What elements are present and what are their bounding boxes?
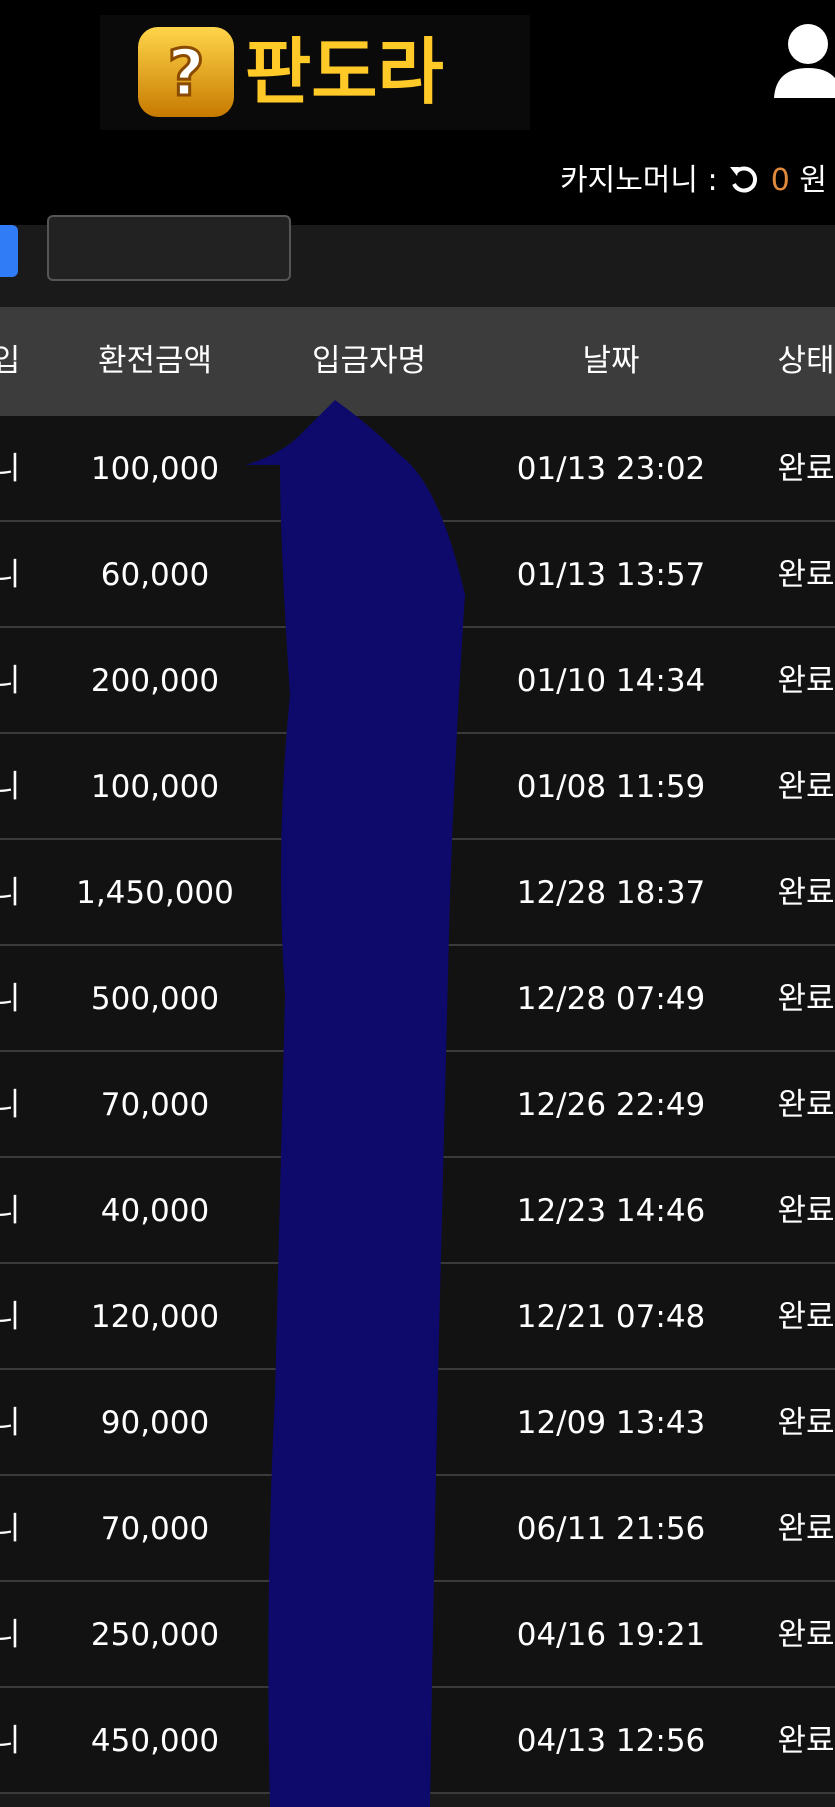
- cell-date: 12/26 22:49: [516, 1087, 706, 1123]
- cell-status: 완료: [777, 451, 835, 487]
- cell-amount: 500,000: [90, 981, 220, 1017]
- logo-text: 판도라: [245, 30, 444, 114]
- tab-button[interactable]: [47, 215, 291, 281]
- refresh-icon[interactable]: [727, 164, 761, 194]
- cell-amount: 450,000: [90, 1723, 220, 1759]
- cell-amount: 100,000: [90, 769, 220, 805]
- cell-amount: 90,000: [100, 1405, 210, 1441]
- currency: 원: [799, 163, 827, 198]
- cell-type: 니: [0, 1299, 21, 1335]
- cell-type: 니: [0, 1723, 21, 1759]
- logo-question: ?: [166, 36, 206, 113]
- table-row: 니 100,000 01/13 23:02 완료: [0, 416, 835, 522]
- cell-type: 니: [0, 1511, 21, 1547]
- cell-date: 01/13 23:02: [516, 451, 706, 487]
- cell-status: 완료: [777, 1617, 835, 1653]
- column-header: 입금자명: [311, 343, 427, 379]
- money-label: 카지노머니 :: [560, 163, 718, 198]
- cell-date: 01/10 14:34: [516, 663, 706, 699]
- money-value: 0: [770, 163, 790, 198]
- cell-amount: 70,000: [100, 1087, 210, 1123]
- cell-type: 니: [0, 981, 21, 1017]
- cell-type: 니: [0, 1193, 21, 1229]
- cell-date: 12/28 07:49: [516, 981, 706, 1017]
- cell-type: 니: [0, 769, 21, 805]
- column-header: 날짜: [582, 343, 640, 379]
- cell-amount: 100,000: [90, 451, 220, 487]
- cell-amount: 1,450,000: [76, 875, 234, 911]
- cell-status: 완료: [777, 769, 835, 805]
- svg-text:?: ?: [167, 37, 204, 111]
- tab-button-active[interactable]: [0, 225, 18, 277]
- cell-amount: 120,000: [90, 1299, 220, 1335]
- cell-status: 완료: [777, 663, 835, 699]
- cell-amount: 200,000: [90, 663, 220, 699]
- cell-amount: 40,000: [100, 1193, 210, 1229]
- cell-date: 12/28 18:37: [516, 875, 706, 911]
- header: ? 판도라 카지노머니 : 0 원: [0, 0, 835, 225]
- cell-date: 04/16 19:21: [516, 1617, 706, 1653]
- cell-status: 완료: [777, 981, 835, 1017]
- cell-date: 01/08 11:59: [516, 769, 706, 805]
- cell-date: 04/13 12:56: [516, 1723, 706, 1759]
- cell-status: 완료: [777, 1299, 835, 1335]
- cell-type: 니: [0, 1617, 21, 1653]
- cell-status: 완료: [777, 1723, 835, 1759]
- cell-date: 12/09 13:43: [516, 1405, 706, 1441]
- cell-status: 완료: [777, 1511, 835, 1547]
- money-bar: 카지노머니 : 0 원: [560, 160, 827, 202]
- cell-type: 니: [0, 1087, 21, 1123]
- column-header: 상태: [777, 343, 835, 379]
- cell-date: 01/13 13:57: [516, 557, 706, 593]
- cell-date: 12/23 14:46: [516, 1193, 706, 1229]
- cell-type: 니: [0, 1405, 21, 1441]
- column-header: 환전금액: [97, 343, 213, 379]
- user-icon[interactable]: [770, 20, 835, 100]
- cell-status: 완료: [777, 1087, 835, 1123]
- cell-status: 완료: [777, 1193, 835, 1229]
- cell-type: 니: [0, 557, 21, 593]
- cell-amount: 60,000: [100, 557, 210, 593]
- cell-amount: 250,000: [90, 1617, 220, 1653]
- cell-date: 12/21 07:48: [516, 1299, 706, 1335]
- column-header: 입: [0, 343, 21, 379]
- tab-bar: [0, 215, 835, 307]
- cell-type: 니: [0, 451, 21, 487]
- redaction-scribble: [245, 400, 465, 1807]
- cell-status: 완료: [777, 557, 835, 593]
- table-header: 입 환전금액 입금자명 날짜 상태: [0, 307, 835, 416]
- cell-type: 니: [0, 663, 21, 699]
- cell-status: 완료: [777, 875, 835, 911]
- cell-date: 06/11 21:56: [516, 1511, 706, 1547]
- logo-area[interactable]: ? 판도라: [100, 15, 530, 130]
- cell-type: 니: [0, 875, 21, 911]
- cell-status: 완료: [777, 1405, 835, 1441]
- logo-icon: ?: [138, 27, 234, 117]
- cell-amount: 70,000: [100, 1511, 210, 1547]
